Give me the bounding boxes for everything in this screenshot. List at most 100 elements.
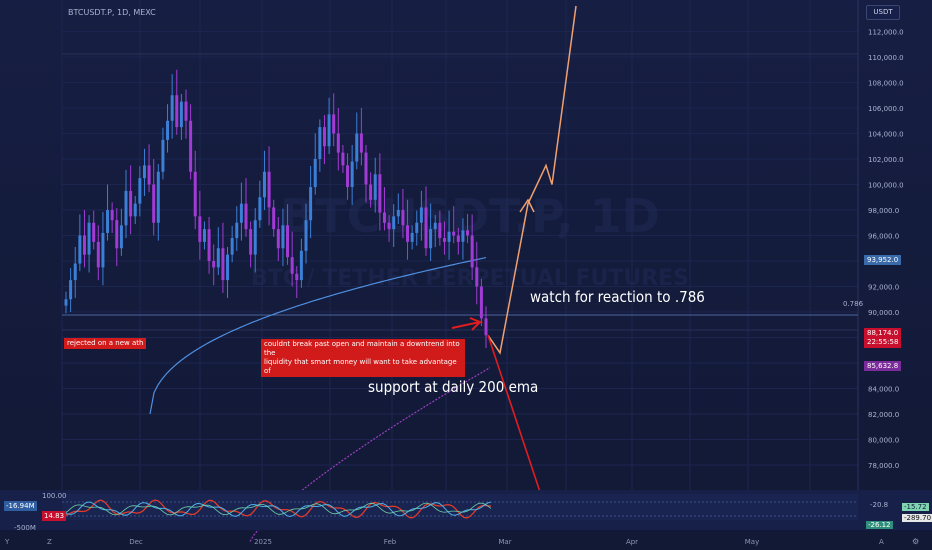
- candle-body: [235, 222, 239, 239]
- osc-right-b: -289.70: [902, 514, 932, 522]
- candle-body: [198, 216, 202, 242]
- candle-body: [101, 232, 105, 268]
- axis-left-icon-2[interactable]: Z: [47, 538, 52, 546]
- symbol-label[interactable]: BTCUSDT.P, 1D, MEXC: [68, 8, 156, 17]
- candle-body: [244, 203, 248, 230]
- time-tick-label: Feb: [384, 538, 397, 546]
- time-tick-label: Apr: [626, 538, 638, 546]
- note-rejected: rejected on a new ath: [64, 338, 147, 349]
- time-tick-label: Mar: [498, 538, 511, 546]
- candle-body: [96, 241, 100, 268]
- time-tick-label: 2025: [254, 538, 272, 546]
- candle-body: [286, 225, 290, 258]
- axis-right-icon-1[interactable]: A: [879, 538, 884, 546]
- candle-body: [129, 190, 133, 217]
- candle-body: [438, 222, 442, 239]
- price-tick-label: 90,000.0: [868, 309, 899, 317]
- osc-value-badge: 14.83: [42, 511, 67, 521]
- candle-body: [170, 95, 174, 121]
- osc-line-green: [61, 502, 492, 516]
- watermark: BTCUSDT.P, 1D BTC / TETHER PERPETUAL FUT…: [251, 189, 689, 291]
- note-breakdown-line2: liquidity that smart money will want to …: [264, 358, 457, 375]
- candle-body: [396, 210, 400, 217]
- candle-body: [267, 171, 271, 208]
- candle-body: [166, 120, 170, 140]
- price-tick-label: 98,000.0: [868, 207, 899, 215]
- price-tick-label: 112,000.0: [868, 29, 904, 37]
- candle-body: [78, 235, 82, 264]
- candle-body: [221, 248, 225, 281]
- candle-body: [456, 235, 460, 242]
- axis-left-icon-1[interactable]: Y: [5, 538, 10, 546]
- candle-body: [281, 225, 285, 249]
- candle-body: [406, 225, 410, 242]
- osc-top-label: 100.00: [42, 492, 67, 500]
- badge-ema-fast: 93,952.0: [864, 255, 902, 265]
- candle-body: [355, 133, 359, 162]
- fib-level-label: 0.786: [843, 300, 864, 308]
- candle-body: [299, 250, 303, 281]
- candle-body: [216, 248, 220, 268]
- candle-body: [419, 207, 423, 223]
- settings-gear-icon[interactable]: ⚙: [912, 537, 920, 546]
- candle-body: [387, 222, 391, 230]
- candle-body: [207, 229, 211, 261]
- candle-body: [262, 171, 266, 198]
- osc-line-red: [61, 499, 492, 519]
- candle-body: [318, 127, 322, 159]
- note-breakdown-line1: couldnt break past open and maintain a d…: [264, 340, 460, 357]
- price-tick-label: 78,000.0: [868, 462, 899, 470]
- price-tick-label: 100,000.0: [868, 182, 904, 190]
- candle-body: [193, 171, 197, 217]
- note-watch: watch for reaction to .786: [530, 288, 705, 306]
- candle-body: [152, 184, 156, 223]
- candle-body: [304, 220, 308, 251]
- osc-right-a: -15.72: [902, 503, 929, 511]
- price-tick-label: 82,000.0: [868, 411, 899, 419]
- time-axis[interactable]: Dec 2025 Feb Mar Apr May: [129, 538, 759, 546]
- price-tick-label: 110,000.0: [868, 54, 904, 62]
- candle-body: [179, 101, 183, 128]
- candle-body: [433, 222, 437, 230]
- osc-line-blue: [61, 501, 492, 518]
- candle-body: [461, 230, 465, 242]
- candle-body: [92, 222, 96, 242]
- candle-body: [138, 178, 142, 204]
- time-tick-label: May: [745, 538, 759, 546]
- price-tick-label: 80,000.0: [868, 437, 899, 445]
- price-tick-label: 104,000.0: [868, 131, 904, 139]
- candle-body: [295, 273, 299, 281]
- osc-bottom-label: -500M: [14, 524, 36, 532]
- up-arrow-icon: [519, 198, 535, 213]
- candle-body: [161, 139, 165, 172]
- candle-body: [415, 222, 419, 233]
- price-tick-label: 102,000.0: [868, 156, 904, 164]
- projection-up-line: [487, 5, 577, 355]
- candle-body: [359, 133, 363, 153]
- candle-body: [64, 299, 68, 306]
- candle-body: [142, 165, 146, 179]
- oscillator-pane[interactable]: [0, 490, 932, 530]
- osc-right-top: -20.8: [870, 501, 889, 509]
- candle-body: [378, 174, 382, 213]
- candle-body: [447, 231, 451, 242]
- candle-body: [346, 165, 350, 188]
- ema-fast-line: [149, 257, 487, 415]
- candle-body: [479, 286, 483, 319]
- candle-body: [309, 187, 313, 221]
- candle-body: [249, 229, 253, 255]
- candle-body: [369, 184, 373, 200]
- candle-body: [119, 225, 123, 249]
- candle-body: [313, 159, 317, 188]
- candle-body: [327, 114, 331, 147]
- candle-body: [87, 222, 91, 255]
- candle-body: [373, 174, 377, 200]
- currency-button[interactable]: USDT: [866, 5, 900, 20]
- candle-body: [82, 235, 86, 255]
- note-breakdown: couldnt break past open and maintain a d…: [261, 339, 465, 377]
- projections: [451, 5, 577, 511]
- watermark-ticker: BTCUSDT.P, 1D: [280, 189, 660, 243]
- candle-body: [336, 133, 340, 153]
